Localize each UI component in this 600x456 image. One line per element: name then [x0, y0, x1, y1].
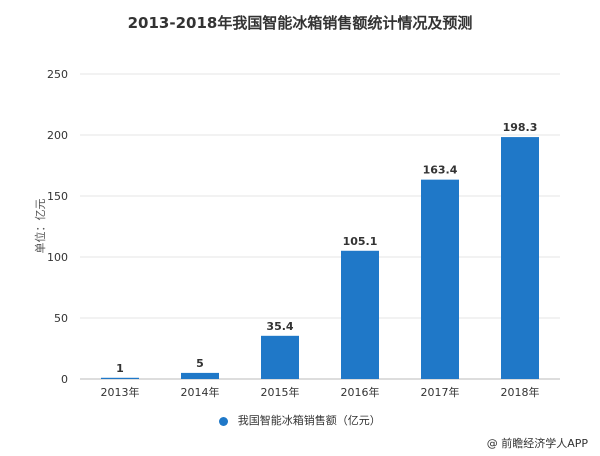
- y-tick-label: 100: [47, 251, 68, 264]
- y-axis-ticks: 0 50 100 150 200 250: [47, 68, 68, 386]
- bar: [341, 250, 379, 379]
- bar: [501, 137, 539, 379]
- data-label: 105.1: [343, 235, 378, 248]
- bar: [421, 179, 459, 379]
- y-tick-label: 50: [54, 312, 68, 325]
- gridlines: [80, 73, 560, 380]
- x-tick-label: 2018年: [501, 385, 540, 399]
- bar: [261, 335, 299, 379]
- data-labels: 1 5 35.4 105.1 163.4 198.3: [116, 121, 537, 375]
- source-credit: @ 前瞻经济学人APP: [486, 437, 588, 450]
- bar: [181, 372, 219, 379]
- x-tick-label: 2014年: [181, 385, 220, 399]
- chart-title: 2013-2018年我国智能冰箱销售额统计情况及预测: [127, 14, 473, 32]
- y-axis-label: 单位：亿元: [33, 199, 47, 254]
- bar: [101, 377, 139, 379]
- y-tick-label: 250: [47, 68, 68, 81]
- x-axis-ticks: 2013年 2014年 2015年 2016年 2017年 2018年: [101, 385, 540, 399]
- bars: [101, 137, 539, 379]
- data-label: 163.4: [423, 164, 458, 177]
- x-tick-label: 2013年: [101, 385, 140, 399]
- data-label: 35.4: [266, 320, 293, 333]
- y-tick-label: 0: [61, 373, 68, 386]
- x-tick-label: 2016年: [341, 385, 380, 399]
- y-tick-label: 200: [47, 129, 68, 142]
- data-label: 198.3: [503, 121, 538, 134]
- legend: 我国智能冰箱销售额（亿元）: [0, 412, 600, 428]
- x-tick-label: 2015年: [261, 385, 300, 399]
- legend-label: 我国智能冰箱销售额（亿元）: [237, 414, 381, 427]
- data-label: 5: [196, 357, 204, 370]
- x-tick-label: 2017年: [421, 385, 460, 399]
- y-tick-label: 150: [47, 190, 68, 203]
- data-label: 1: [116, 362, 124, 375]
- legend-marker: [219, 416, 229, 426]
